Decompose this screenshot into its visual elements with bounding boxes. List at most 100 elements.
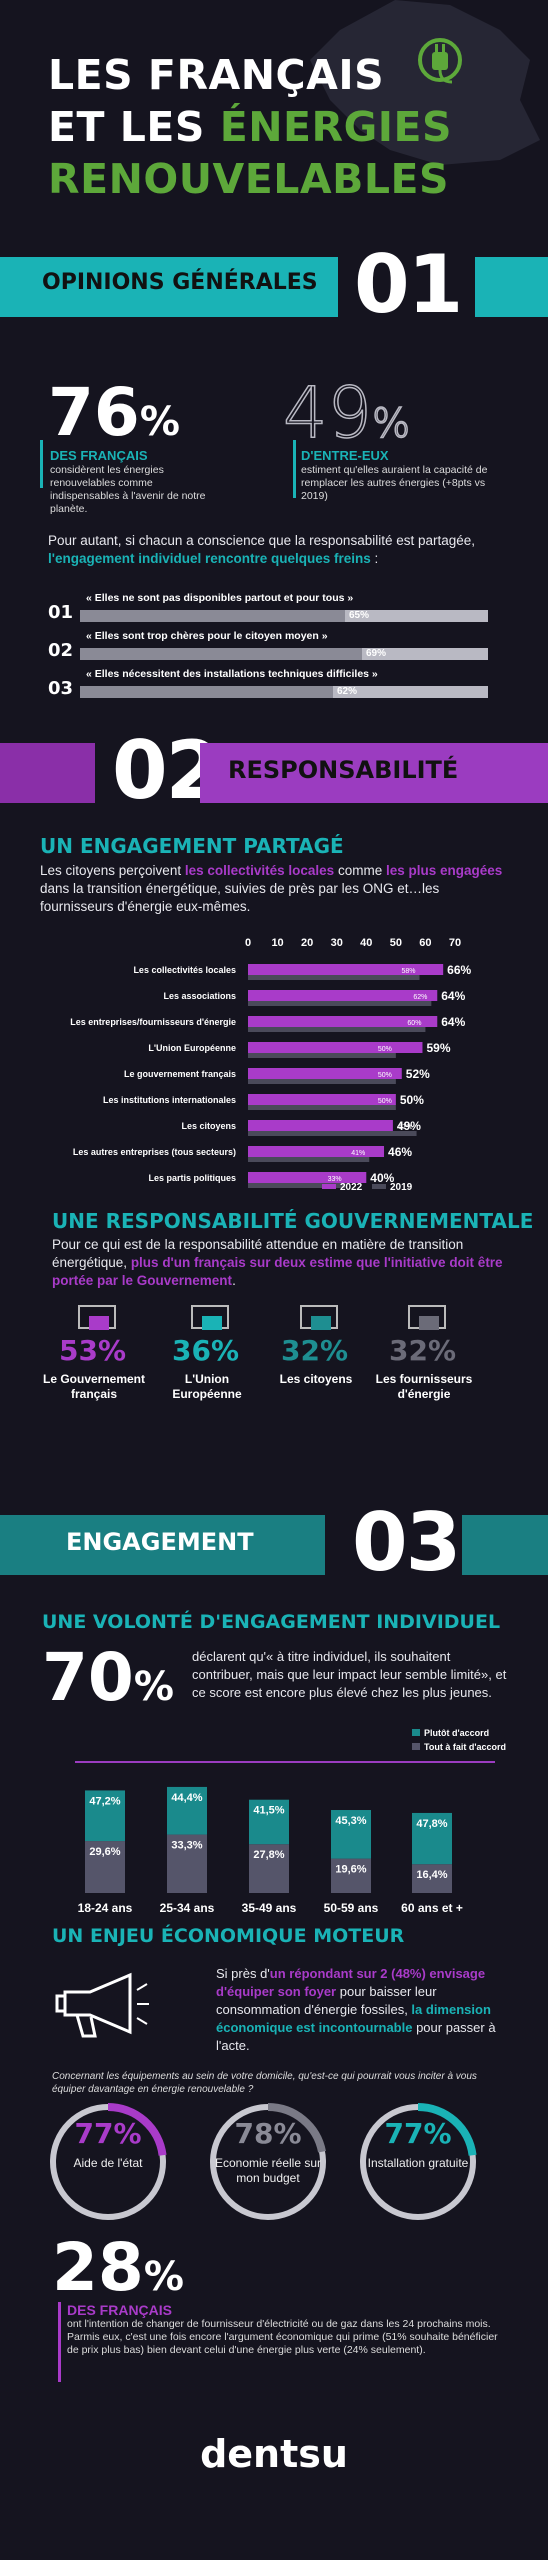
- value-label-tout: 27,8%: [253, 1849, 284, 1861]
- x-tick-label: 40: [360, 937, 372, 949]
- gov-label: Les citoyens: [279, 1372, 353, 1386]
- section2-p2: Pour ce qui est de la responsabilité att…: [52, 1237, 503, 1288]
- value-label-2019: 58%: [401, 968, 415, 975]
- title-line-3: RENOUVELABLES: [48, 155, 450, 203]
- bar-2022: [248, 1146, 385, 1157]
- value-label-tout: 16,4%: [416, 1869, 447, 1881]
- value-label-plutot: 45,3%: [335, 1815, 366, 1827]
- brake-label: « Elles ne sont pas disponibles partout …: [86, 592, 354, 604]
- bar-tout-a-fait: [167, 1834, 207, 1893]
- last-stat: 28%: [52, 2229, 184, 2306]
- value-label-plutot: 47,2%: [89, 1795, 120, 1807]
- brake-number: 01: [48, 602, 74, 623]
- legend-swatch-2022: [322, 1184, 336, 1189]
- brake-fill: [80, 648, 362, 660]
- section1-intro: Pour autant, si chacun a conscience que …: [48, 533, 476, 566]
- stat2-bar: [293, 440, 296, 498]
- category-label: Les entreprises/fournisseurs d'énergie: [70, 1017, 236, 1027]
- section1-title: OPINIONS GÉNÉRALES: [42, 270, 318, 295]
- brand-logo: dentsu: [200, 2432, 348, 2476]
- big-stat: 70%: [42, 1639, 174, 1716]
- section3-p3: Si près d'un répondant sur 2 (48%) envis…: [216, 1966, 496, 2053]
- brake-track: « Elles nécessitent des installations te…: [80, 668, 488, 698]
- title-line-1: LES FRANÇAIS: [48, 51, 385, 99]
- legend-plutot: Plutôt d'accord: [424, 1728, 489, 1738]
- ring-chart: [49, 2103, 167, 2221]
- bar-2019: [248, 1157, 370, 1162]
- legend-2019: 2019: [390, 1182, 413, 1193]
- value-label-2022: 46%: [388, 1145, 412, 1159]
- legend-tout: Tout à fait d'accord: [424, 1742, 506, 1752]
- group-icon: [78, 1305, 116, 1330]
- brake-pct: 69%: [366, 648, 387, 659]
- last-stat-bar: [58, 2302, 61, 2382]
- bar-2019: [248, 1183, 346, 1188]
- gov-label: Les fournisseurs d'énergie: [375, 1372, 473, 1401]
- category-label: 50-59 ans: [324, 1901, 379, 1914]
- section2-p1: Les citoyens perçoivent les collectivité…: [40, 863, 503, 914]
- value-label-plutot: 44,4%: [171, 1792, 202, 1804]
- ring-label: Installation gratuite: [367, 2156, 469, 2170]
- section3-band: [0, 1515, 325, 1575]
- legend-swatch-plutot: [412, 1729, 420, 1736]
- group-icon: [300, 1305, 338, 1330]
- category-label: Les associations: [163, 991, 236, 1001]
- category-label: 18-24 ans: [78, 1901, 133, 1914]
- age-chart: 47,2% 29,6% 18-24 ans 44,4% 33,3% 25-34 ans 41…: [75, 1728, 506, 1914]
- bar-plutot: [85, 1790, 125, 1842]
- brake-pct: 62%: [337, 686, 358, 697]
- section3-number: 03: [352, 1496, 461, 1589]
- section1-number: 01: [354, 238, 463, 331]
- category-label: Le gouvernement français: [124, 1069, 236, 1079]
- plug-icon: [418, 38, 462, 84]
- responsibility-chart: 0 10 20 30 40 50 60 70 Les collectivités locales…: [70, 937, 471, 1193]
- bar-tout-a-fait: [331, 1858, 371, 1893]
- last-stat-label: DES FRANÇAIS: [67, 2302, 173, 2318]
- bar-2019: [248, 975, 420, 980]
- section2-band: [200, 743, 548, 803]
- bar-plutot: [412, 1812, 452, 1865]
- value-label-2019: 57%: [399, 1124, 413, 1131]
- ring-pct: 77%: [384, 2117, 452, 2150]
- bar-2022: [248, 990, 438, 1001]
- megaphone-icon: [55, 1972, 149, 2038]
- gov-pct: 36%: [172, 1334, 240, 1367]
- section2-sub2: UNE RESPONSABILITÉ GOUVERNEMENTALE: [52, 1209, 534, 1233]
- bar-2022: [248, 964, 444, 975]
- section3-sub1: UNE VOLONTÉ D'ENGAGEMENT INDIVIDUEL: [42, 1611, 501, 1633]
- stat1-value: 76%: [48, 374, 180, 451]
- category-label: Les institutions internationales: [103, 1095, 236, 1105]
- stat2-label: D'ENTRE-EUX: [301, 448, 389, 463]
- bar-plutot: [331, 1810, 371, 1859]
- group-icon: [191, 1305, 229, 1330]
- value-label-2022: 66%: [447, 963, 471, 977]
- section2-title: RESPONSABILITÉ: [228, 756, 459, 784]
- value-label-2022: 59%: [426, 1041, 450, 1055]
- group-icon: [408, 1305, 446, 1330]
- section2-band-left: [0, 743, 95, 803]
- bar-2019: [248, 1079, 396, 1084]
- bar-2022: [248, 1068, 402, 1079]
- category-label: 60 ans et +: [401, 1901, 463, 1914]
- brake-fill: [80, 686, 333, 698]
- bar-2019: [248, 1053, 396, 1058]
- brake-number: 03: [48, 678, 74, 699]
- brake-number: 02: [48, 640, 74, 661]
- question: Concernant les équipements au sein de vo…: [52, 2071, 477, 2095]
- bar-tout-a-fait: [85, 1841, 125, 1893]
- section1-band: [0, 257, 338, 317]
- x-tick-label: 30: [331, 937, 343, 949]
- ring-label: Economie réelle sur mon budget: [214, 2156, 322, 2185]
- value-label-2019: 33%: [328, 1176, 342, 1183]
- gov-pct: 32%: [281, 1334, 349, 1367]
- ring-chart: [209, 2103, 327, 2221]
- category-label: 35-49 ans: [242, 1901, 297, 1914]
- bar-plutot: [249, 1799, 289, 1845]
- bar-2022: [248, 1120, 393, 1131]
- value-label-2019: 50%: [378, 1098, 392, 1105]
- brake-track: « Elles sont trop chères pour le citoyen…: [80, 630, 488, 660]
- ring-pct: 77%: [74, 2117, 142, 2150]
- category-label: Les partis politiques: [148, 1173, 236, 1183]
- last-stat-desc: ont l'intention de changer de fournisseu…: [67, 2318, 498, 2356]
- brake-pct: 65%: [349, 610, 370, 621]
